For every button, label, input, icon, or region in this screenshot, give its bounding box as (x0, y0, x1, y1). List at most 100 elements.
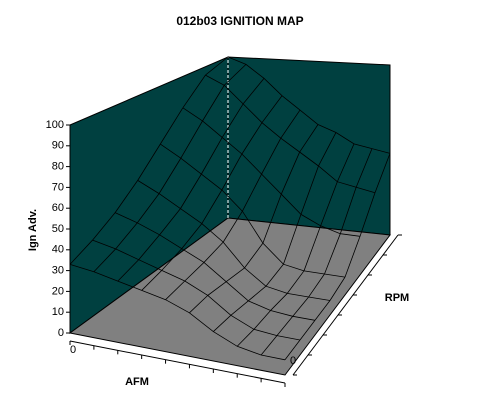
surface-column-segment (117, 259, 139, 282)
surface-column-segment (355, 148, 373, 188)
surface-row (137, 180, 331, 301)
surface-column-segment (223, 64, 247, 86)
y-axis (292, 234, 399, 376)
surface-column-segment (314, 300, 331, 321)
surface-column-segment (280, 151, 301, 195)
surface-column-segment (93, 248, 116, 273)
surface-column-segment (265, 263, 284, 287)
surface-row (114, 212, 316, 321)
surface-column-segment (276, 316, 294, 336)
floor (68, 217, 391, 376)
surface-column-segment (242, 78, 265, 105)
surface-row (69, 264, 286, 361)
surface-column-segment (222, 210, 243, 243)
surface-column-segment (359, 192, 376, 237)
surface-column-segment (336, 143, 355, 182)
surface-column-segment (203, 241, 224, 263)
surface-column-segment (308, 273, 325, 298)
surface-column-segment (242, 173, 262, 212)
surface-column-segment (92, 212, 116, 241)
y-axis-label: RPM (385, 292, 409, 304)
z-tick-label: 100 (46, 119, 64, 131)
surface-column-segment (200, 137, 223, 175)
surface-column-segment (184, 262, 205, 282)
surface-column-segment (320, 181, 338, 226)
surface-column-segment (299, 320, 316, 341)
surface-column-segment (248, 285, 267, 302)
chart-title: 012b03 IGNITION MAP (176, 14, 303, 28)
surface-column-segment (141, 270, 162, 291)
z-tick-label: 60 (52, 202, 64, 214)
z-tick-label: 90 (52, 140, 64, 152)
surface-row (92, 239, 301, 341)
surface-column-segment (262, 194, 282, 244)
surface-column-segment (115, 222, 138, 250)
x-tick-label: 0 (70, 344, 76, 356)
surface-column-segment (236, 329, 255, 347)
surface-column-segment (283, 214, 302, 265)
surface-column-segment (138, 234, 160, 260)
surface-column-segment (165, 280, 186, 300)
z-tick-label: 0 (58, 327, 64, 339)
surface-column-segment (286, 270, 305, 294)
surface-column-segment (221, 103, 244, 138)
surface-column-segment (324, 233, 341, 275)
surface-column-segment (374, 153, 391, 193)
surface-row (160, 143, 346, 278)
surface-column-segment (280, 109, 301, 139)
surface-column-segment (230, 300, 249, 316)
surface-column-segment (344, 236, 361, 278)
surface-column-segment (180, 120, 203, 159)
surface-column-segment (181, 223, 203, 249)
surface-column-segment (299, 124, 319, 153)
surface-column-segment (300, 165, 319, 215)
surface-column-segment (137, 193, 160, 224)
surface-column-segment (182, 74, 206, 109)
surface-column-segment (159, 208, 181, 236)
surface-column-segment (261, 137, 282, 175)
z-tick-label: 70 (52, 181, 64, 193)
surface-column-segment (213, 315, 232, 332)
x-axis (69, 340, 286, 384)
surface-column-segment (207, 281, 227, 296)
surface-column-segment (158, 158, 182, 194)
back-wall (227, 56, 391, 236)
z-tick-label: 30 (52, 265, 64, 277)
surface-column-segment (189, 295, 209, 314)
surface-row (227, 56, 391, 154)
surface-column-segment (318, 132, 337, 167)
surface-column-segment (161, 248, 183, 271)
surface-column-segment (260, 335, 278, 356)
surface-column-segment (329, 276, 346, 301)
surface-column-segment (303, 225, 322, 272)
z-axis-label: Ign Adv. (27, 209, 39, 251)
surface-column-segment (241, 122, 263, 155)
surface-column-segment (284, 339, 301, 361)
surface-column-segment (202, 85, 225, 122)
surface-column-segment (159, 107, 184, 145)
surface-column-segment (339, 187, 357, 234)
surface-column-segment (114, 180, 139, 213)
surface-row (182, 107, 361, 237)
surface-column-segment (180, 173, 202, 209)
surface-column-segment (253, 310, 271, 330)
z-tick-label: 80 (52, 161, 64, 173)
z-tick-label: 40 (52, 244, 64, 256)
surface-column-segment (244, 242, 264, 269)
z-tick-label: 50 (52, 223, 64, 235)
surface-column-segment (137, 143, 161, 181)
surface-column-segment (205, 56, 229, 76)
surface-column-segment (221, 153, 243, 191)
surface-column-segment (69, 239, 93, 265)
surface-column-segment (201, 189, 223, 224)
x-axis-label: AFM (125, 376, 149, 388)
surface-column-segment (270, 293, 288, 311)
z-tick-label: 10 (52, 306, 64, 318)
surface-column-segment (225, 267, 245, 283)
surface-row (205, 74, 376, 194)
y-tick-label: 0 (290, 355, 296, 367)
z-tick-label: 20 (52, 285, 64, 297)
surface-column-segment (261, 95, 283, 123)
surface-column-segment (292, 296, 309, 317)
